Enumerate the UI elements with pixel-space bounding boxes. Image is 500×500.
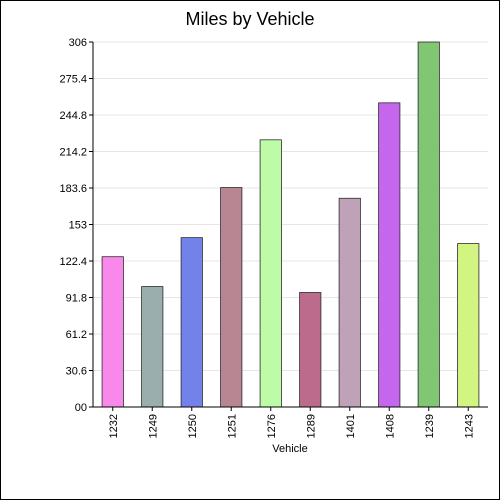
bar-1232: [101, 256, 124, 408]
y-tick-label: 153: [69, 220, 87, 232]
x-tick-label: 1276: [266, 414, 278, 438]
x-tick-label: 1251: [226, 414, 238, 438]
bar-1408: [378, 102, 401, 408]
y-tick-label: 91.8: [66, 293, 87, 305]
bars: [101, 41, 480, 408]
x-tick-label: 1408: [384, 414, 396, 438]
bar-1251: [220, 187, 243, 408]
x-tick-label: 1401: [345, 414, 357, 438]
x-tick-label: 1243: [463, 414, 475, 438]
x-tick-label: 1249: [147, 414, 159, 438]
bar-1289: [299, 292, 322, 408]
x-tick-label: 1289: [305, 414, 317, 438]
y-tick-label: 306: [69, 37, 87, 49]
y-tick-label: 61.2: [66, 329, 87, 341]
y-tick-label: 122.4: [59, 256, 87, 268]
y-tick-labels: 00 30.6 61.2 91.8 122.4 153 183.6 214.2 244.8 275…: [59, 37, 93, 414]
y-tick-label: 00: [75, 402, 87, 414]
y-tick-label: 183.6: [59, 183, 87, 195]
x-tick-label: 1239: [424, 414, 436, 438]
x-axis-title: Vehicle: [272, 443, 307, 455]
bar-1276: [259, 139, 282, 408]
bar-1401: [338, 197, 361, 408]
bar-1250: [180, 237, 203, 408]
bar-1239: [417, 41, 440, 408]
y-tick-label: 30.6: [66, 366, 87, 378]
x-tick-label: 1232: [108, 414, 120, 438]
bar-1249: [141, 286, 164, 408]
y-tick-label: 275.4: [59, 74, 87, 86]
x-tick-labels: 1232 1249 1250 1251 1276 1289 1401 1408 1239 1243: [108, 407, 475, 438]
y-tick-label: 214.2: [59, 147, 87, 159]
x-tick-label: 1250: [187, 414, 199, 438]
y-tick-label: 244.8: [59, 110, 87, 122]
bar-1243: [457, 243, 480, 408]
chart-title: Miles by Vehicle: [185, 9, 314, 29]
